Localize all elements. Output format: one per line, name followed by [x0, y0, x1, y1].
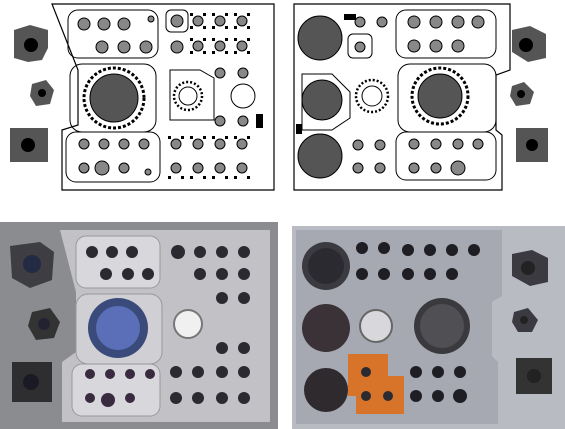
left-schematic-svg: [10, 3, 275, 191]
main-ring-right: [410, 66, 470, 126]
mount-hole-upper: [24, 38, 38, 52]
left-side-blocks: [10, 25, 54, 162]
right-panel-schematic: [290, 0, 565, 200]
small-connectors-top: [354, 16, 388, 53]
right-photo-svg: [292, 226, 565, 429]
blank-port: [230, 83, 256, 109]
right-panel-photo: [292, 226, 565, 429]
upper-connector-group: [67, 9, 159, 59]
large-connector-mid: [301, 79, 343, 121]
small-ring-right: [354, 78, 390, 114]
highlight-box: [165, 9, 189, 33]
large-connector-bottom: [297, 133, 343, 179]
mount-hole-middle: [38, 89, 46, 97]
right-schematic-svg: [293, 3, 548, 191]
connector-grid-mid: [214, 67, 249, 127]
highlight-box-right: [347, 33, 373, 59]
left-photo-svg: [0, 222, 278, 429]
lower-group-right: [395, 131, 497, 181]
middle-panel: [169, 69, 215, 121]
upper-connectors: [77, 17, 153, 54]
upper-group-right: [395, 9, 497, 59]
main-connector-ring: [82, 66, 146, 130]
connector-grid-bottom: [170, 138, 248, 174]
lower-connectors: [78, 138, 152, 176]
latch: [256, 114, 263, 128]
mount-hole-lower: [21, 138, 35, 152]
connector-grid-top: [190, 13, 250, 54]
large-connector-top: [297, 15, 343, 61]
small-ring: [172, 80, 204, 112]
main-connector: [89, 73, 139, 123]
lower-connector-group: [65, 131, 161, 183]
left-panel-schematic: [0, 0, 282, 200]
main-connector-right: [417, 73, 463, 119]
left-panel-photo: [0, 222, 278, 429]
